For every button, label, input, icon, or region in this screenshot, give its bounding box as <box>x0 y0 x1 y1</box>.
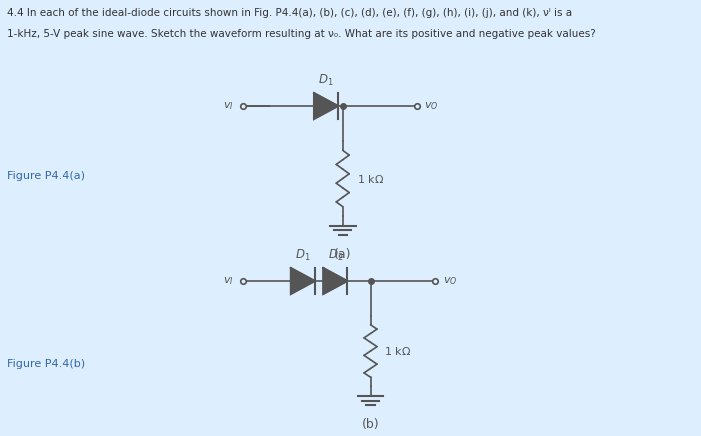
Polygon shape <box>323 268 348 294</box>
Text: 1-kHz, 5-V peak sine wave. Sketch the waveform resulting at ν₀. What are its pos: 1-kHz, 5-V peak sine wave. Sketch the wa… <box>8 29 596 39</box>
Text: $D_2$: $D_2$ <box>327 248 343 263</box>
Text: (a): (a) <box>334 248 351 261</box>
Text: 1 k$\Omega$: 1 k$\Omega$ <box>384 345 411 357</box>
Polygon shape <box>291 268 315 294</box>
Text: Figure P4.4(a): Figure P4.4(a) <box>8 171 86 181</box>
Text: $v_I$: $v_I$ <box>223 100 233 112</box>
Text: Figure P4.4(b): Figure P4.4(b) <box>8 359 86 369</box>
Text: $v_I$: $v_I$ <box>223 275 233 287</box>
Text: 1 k$\Omega$: 1 k$\Omega$ <box>357 173 383 184</box>
Text: 4.4 In each of the ideal-diode circuits shown in Fig. P4.4(a), (b), (c), (d), (e: 4.4 In each of the ideal-diode circuits … <box>8 8 573 18</box>
Text: $D_1$: $D_1$ <box>295 248 311 263</box>
Text: $v_O$: $v_O$ <box>443 275 457 287</box>
Polygon shape <box>314 93 338 119</box>
Text: $v_O$: $v_O$ <box>424 100 439 112</box>
Text: $D_1$: $D_1$ <box>318 73 334 88</box>
Text: (b): (b) <box>362 418 379 431</box>
